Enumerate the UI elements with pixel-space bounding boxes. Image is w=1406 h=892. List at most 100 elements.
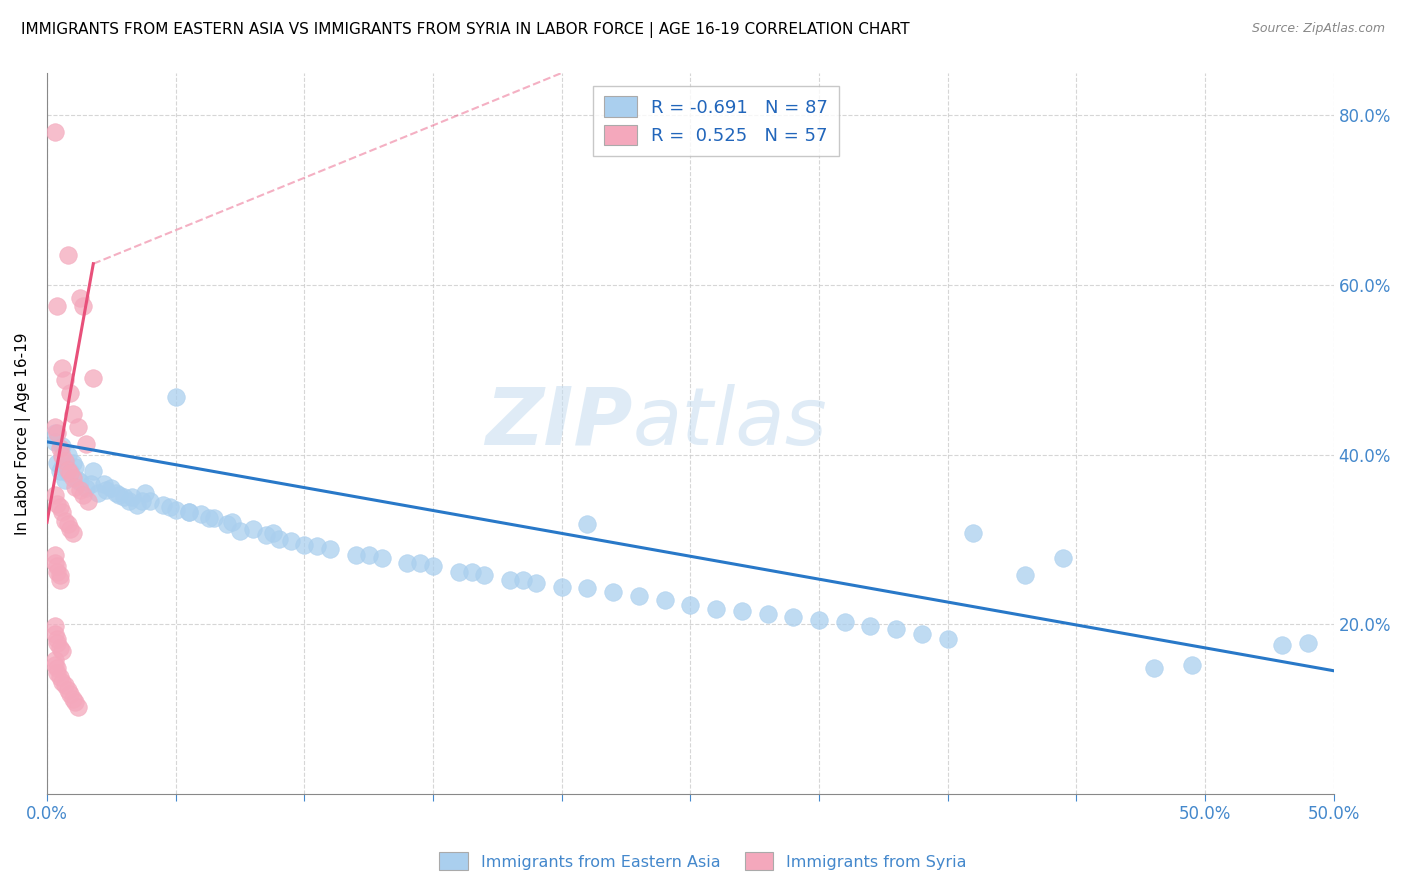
Point — [422, 559, 444, 574]
Point — [217, 516, 239, 531]
Point — [267, 533, 290, 547]
Point — [46, 636, 69, 650]
Point — [56, 248, 79, 262]
Text: atlas: atlas — [633, 384, 827, 461]
Point — [834, 615, 856, 630]
Point — [654, 593, 676, 607]
Point — [44, 488, 66, 502]
Point — [53, 678, 76, 692]
Point — [731, 604, 754, 618]
Point — [118, 494, 141, 508]
Point — [344, 548, 367, 562]
Point — [46, 666, 69, 681]
Point — [69, 483, 91, 497]
Point — [1142, 661, 1164, 675]
Point — [49, 568, 72, 582]
Point — [165, 502, 187, 516]
Point — [499, 573, 522, 587]
Point — [292, 538, 315, 552]
Point — [49, 670, 72, 684]
Point — [59, 465, 82, 479]
Point — [396, 556, 419, 570]
Point — [460, 565, 482, 579]
Point — [131, 494, 153, 508]
Point — [512, 573, 534, 587]
Point — [49, 500, 72, 514]
Point — [262, 525, 284, 540]
Point — [177, 505, 200, 519]
Legend: R = -0.691   N = 87, R =  0.525   N = 57: R = -0.691 N = 87, R = 0.525 N = 57 — [593, 86, 839, 156]
Point — [62, 456, 84, 470]
Point — [884, 622, 907, 636]
Point — [49, 465, 72, 479]
Point — [62, 471, 84, 485]
Point — [159, 500, 181, 514]
Point — [100, 482, 122, 496]
Point — [93, 477, 115, 491]
Point — [46, 497, 69, 511]
Point — [66, 473, 89, 487]
Point — [77, 494, 100, 508]
Point — [51, 361, 73, 376]
Point — [46, 426, 69, 441]
Point — [56, 683, 79, 698]
Point — [44, 627, 66, 641]
Point — [756, 607, 779, 621]
Point — [82, 371, 104, 385]
Point — [474, 568, 496, 582]
Point — [72, 299, 94, 313]
Point — [44, 548, 66, 562]
Point — [66, 420, 89, 434]
Point — [62, 691, 84, 706]
Point — [254, 528, 277, 542]
Point — [319, 542, 342, 557]
Point — [66, 700, 89, 714]
Point — [1296, 636, 1319, 650]
Point — [524, 576, 547, 591]
Point — [59, 522, 82, 536]
Point — [51, 644, 73, 658]
Point — [44, 125, 66, 139]
Point — [1052, 551, 1074, 566]
Point — [807, 613, 830, 627]
Point — [370, 551, 392, 566]
Point — [307, 539, 329, 553]
Point — [108, 488, 131, 502]
Point — [49, 573, 72, 587]
Point — [44, 653, 66, 667]
Point — [80, 477, 103, 491]
Point — [56, 448, 79, 462]
Point — [139, 494, 162, 508]
Point — [221, 516, 243, 530]
Point — [121, 490, 143, 504]
Point — [62, 525, 84, 540]
Point — [56, 466, 79, 480]
Point — [627, 589, 650, 603]
Point — [44, 657, 66, 672]
Point — [190, 507, 212, 521]
Point — [704, 602, 727, 616]
Point — [409, 556, 432, 570]
Point — [576, 516, 599, 531]
Point — [62, 407, 84, 421]
Point — [49, 441, 72, 455]
Point — [602, 585, 624, 599]
Text: Source: ZipAtlas.com: Source: ZipAtlas.com — [1251, 22, 1385, 36]
Text: IMMIGRANTS FROM EASTERN ASIA VS IMMIGRANTS FROM SYRIA IN LABOR FORCE | AGE 16-19: IMMIGRANTS FROM EASTERN ASIA VS IMMIGRAN… — [21, 22, 910, 38]
Point — [357, 548, 380, 562]
Point — [46, 299, 69, 313]
Point — [46, 632, 69, 647]
Point — [59, 466, 82, 480]
Point — [72, 488, 94, 502]
Point — [65, 460, 87, 475]
Point — [936, 632, 959, 646]
Point — [56, 463, 79, 477]
Point — [782, 610, 804, 624]
Point — [1181, 657, 1204, 672]
Point — [53, 473, 76, 487]
Y-axis label: In Labor Force | Age 16-19: In Labor Force | Age 16-19 — [15, 332, 31, 534]
Point — [198, 511, 221, 525]
Point — [679, 599, 702, 613]
Point — [59, 386, 82, 401]
Point — [53, 514, 76, 528]
